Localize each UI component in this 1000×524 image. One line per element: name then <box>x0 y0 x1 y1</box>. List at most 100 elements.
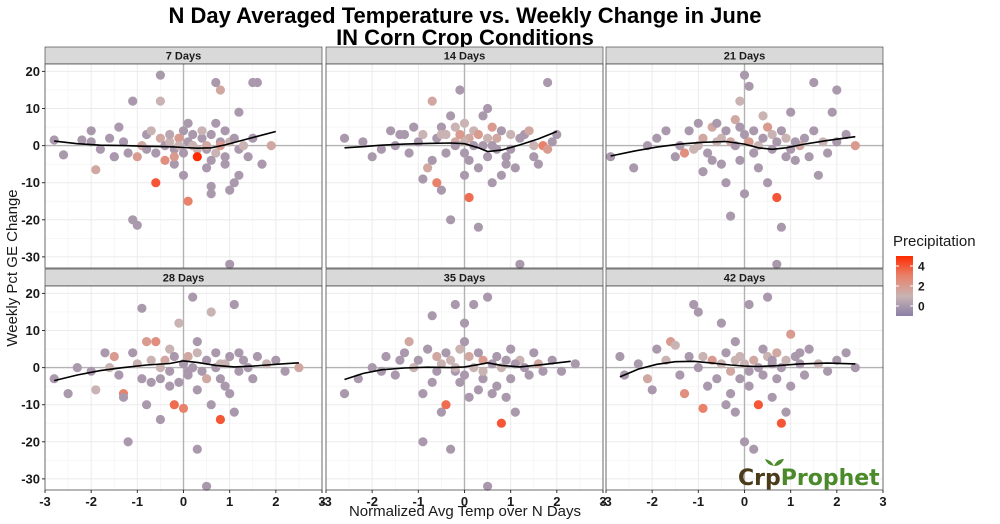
data-point <box>538 366 548 376</box>
x-tick-label: 0 <box>180 494 187 509</box>
data-point <box>744 366 754 376</box>
data-point <box>804 344 814 354</box>
data-point <box>132 220 142 230</box>
data-point <box>455 129 465 140</box>
legend-label: 4 <box>918 260 925 274</box>
data-point <box>552 129 562 140</box>
x-axis-title: Normalized Avg Temp over N Days <box>349 503 581 520</box>
data-point <box>832 85 842 95</box>
data-point <box>469 299 479 310</box>
data-point <box>436 407 446 417</box>
x-tick-label: 0 <box>741 494 748 509</box>
legend-label: 2 <box>918 280 925 294</box>
data-point <box>450 122 460 132</box>
data-point <box>381 351 391 362</box>
data-point <box>478 366 488 376</box>
data-point <box>487 122 497 132</box>
data-point <box>698 167 708 177</box>
data-point <box>155 374 165 384</box>
data-point <box>146 126 156 136</box>
data-point <box>427 377 437 387</box>
data-point <box>510 407 520 417</box>
data-point <box>77 135 87 145</box>
facet-strip-label: 7 Days <box>166 51 201 63</box>
y-tick-label: -30 <box>21 471 40 486</box>
data-point <box>478 374 488 384</box>
data-point <box>234 107 244 117</box>
data-point <box>703 381 713 391</box>
facet-strip-label: 21 Days <box>724 51 766 63</box>
data-point <box>739 437 750 447</box>
data-point <box>49 135 59 145</box>
x-tick-label: 3 <box>879 494 886 509</box>
data-point <box>404 148 414 158</box>
data-point <box>436 122 446 132</box>
data-point <box>652 133 662 143</box>
data-point <box>339 389 350 399</box>
data-point <box>155 414 165 425</box>
x-tick-label: -1 <box>132 494 144 509</box>
legend-title: Precipitation <box>893 233 976 250</box>
data-point <box>202 374 212 384</box>
data-point <box>188 129 198 140</box>
data-point <box>496 418 506 428</box>
data-point <box>823 148 833 158</box>
data-point <box>169 159 179 169</box>
data-point <box>464 351 474 362</box>
data-point <box>661 126 671 136</box>
data-point <box>146 355 156 365</box>
data-point <box>192 348 202 358</box>
chart-title-line-1: N Day Averaged Temperature vs. Weekly Ch… <box>169 3 762 28</box>
x-tick-label: 0 <box>461 494 468 509</box>
data-point <box>529 141 539 151</box>
data-point <box>155 363 165 373</box>
data-point <box>772 374 782 384</box>
data-point <box>418 437 428 447</box>
data-point <box>841 129 851 140</box>
data-point <box>395 355 405 365</box>
data-point <box>206 181 216 191</box>
y-tick-label: 10 <box>26 323 40 338</box>
facet-panel-2: 14 Days <box>325 46 604 269</box>
data-point <box>716 318 727 328</box>
logo-text-part-2: p <box>765 466 781 491</box>
data-point <box>169 400 179 410</box>
data-point <box>211 348 221 358</box>
data-point <box>211 148 221 158</box>
data-point <box>63 389 73 399</box>
data-point <box>473 348 483 358</box>
x-tick-label: 2 <box>833 494 840 509</box>
data-point <box>790 137 800 147</box>
data-point <box>146 377 156 387</box>
data-point <box>501 355 511 365</box>
data-point <box>220 126 230 136</box>
data-point <box>197 366 207 376</box>
y-tick-label: -30 <box>21 249 40 264</box>
data-point <box>510 163 520 173</box>
chart-title-line-2: IN Corn Crop Conditions <box>336 25 594 50</box>
data-point <box>142 400 152 410</box>
data-point <box>483 133 493 143</box>
data-point <box>91 165 101 175</box>
data-point <box>524 370 534 380</box>
data-point <box>464 392 474 402</box>
data-point <box>483 481 493 491</box>
logo-text-part-3: Prophet <box>781 466 880 491</box>
data-point <box>358 137 368 147</box>
data-point <box>95 144 105 154</box>
data-point <box>459 318 470 328</box>
data-point <box>192 152 202 162</box>
x-tick-label: 3 <box>599 494 606 509</box>
data-point <box>679 389 690 399</box>
data-point <box>786 381 796 391</box>
data-point <box>418 129 428 140</box>
data-point <box>155 96 165 106</box>
y-tick-label: -10 <box>21 175 40 190</box>
panel-border <box>44 63 323 269</box>
data-point <box>220 152 230 162</box>
data-point <box>721 126 731 136</box>
data-point <box>418 389 428 399</box>
data-point <box>441 400 451 410</box>
data-point <box>763 292 773 302</box>
data-point <box>781 407 791 417</box>
